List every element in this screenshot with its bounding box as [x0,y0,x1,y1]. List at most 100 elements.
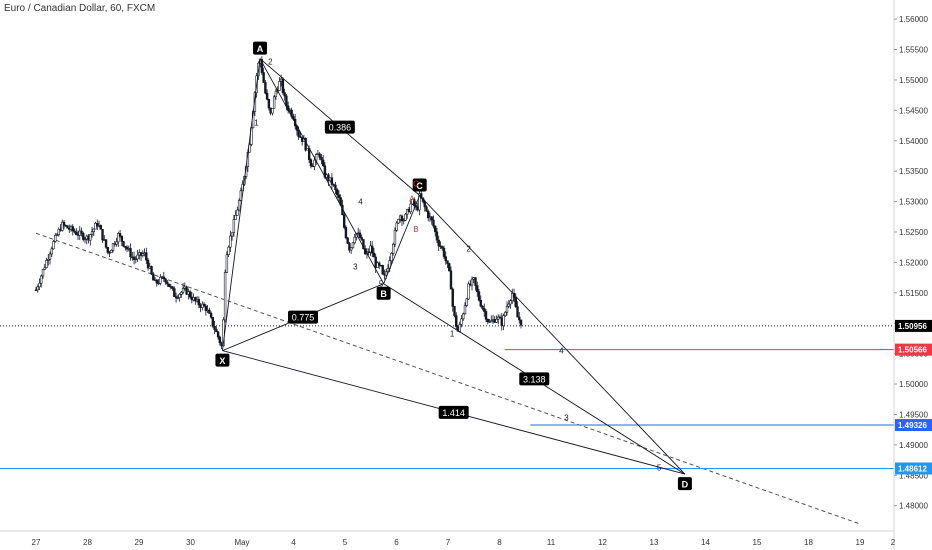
candle-body [413,199,416,206]
wave-label: C [413,179,419,188]
candle-body [122,241,125,247]
candle-body [180,291,183,295]
candle-body [178,294,181,298]
candle-body [204,305,208,311]
candle-body [390,253,393,262]
candle-body [374,256,377,268]
candle-body [453,306,456,316]
time-tick-label: 29 [135,538,144,547]
price-tick-label: 1.52000 [899,258,928,267]
candle-body [455,315,458,327]
candle-body [381,265,384,275]
candle-body [262,72,265,83]
candle-body [202,303,206,307]
candle-body [362,239,365,250]
candle-body [495,318,498,323]
candle-body [470,278,474,286]
candle-body [181,288,185,293]
candle-body [344,227,348,239]
candle-body [346,237,349,244]
candle-body [467,283,470,300]
pattern-leg-BC [383,195,421,284]
candle-body [215,329,218,333]
candle-body [377,262,381,266]
candle-body [54,235,57,242]
wave-label: 4 [358,198,363,207]
candle-body [164,278,167,283]
price-level-tag-label: 1.49326 [898,421,927,430]
candle-body [481,305,484,309]
labels-layer: 1 2 3 4 5 A B C 2 1 4 3 5 [254,58,662,473]
pivot-label: B [380,289,387,299]
candle-body [309,159,313,167]
candle-body [218,336,222,344]
price-level-tag-label: 1.50956 [898,322,927,331]
candle-body [159,276,162,284]
candle-body [155,279,159,284]
candle-body [502,315,505,327]
candle-body [141,253,145,256]
candle-body [518,316,521,321]
candle-body [458,324,461,332]
candle-body [136,254,139,260]
candle-body [166,281,169,285]
candle-body [211,317,215,327]
candle-body [118,233,122,237]
candle-body [442,247,446,257]
candle-body [434,225,437,233]
candle-body [335,189,339,196]
candle-body [213,325,216,330]
candle-body [36,286,39,291]
candle-body [507,303,510,307]
candle-body [209,313,213,318]
candle-body [425,206,428,212]
pivot-label-bg [253,41,268,55]
pivot-label: D [682,480,689,490]
ratio-label-bg [288,310,319,324]
candle-body [82,233,85,240]
candle-body [264,82,267,94]
candle-body [188,291,192,298]
candle-body [236,209,239,216]
price-level-tag-label: 1.50566 [898,346,927,355]
time-tick-label: 12 [598,538,607,547]
candle-body [271,107,274,114]
time-tick-label: 6 [394,538,399,547]
dashed-trendline [35,232,861,525]
candle-body [115,241,118,245]
price-tick-label: 1.56000 [899,15,928,24]
price-tick-label: 1.55000 [899,76,928,85]
time-tick-label: 30 [186,538,195,547]
wave-label: 3 [564,414,569,423]
candle-body [227,246,230,255]
trendline-layer [35,232,861,525]
chart-title: Euro / Canadian Dollar, 60, FXCM [4,3,156,14]
candle-body [237,200,241,211]
time-tick-label: 5 [343,538,348,547]
candle-body [490,320,493,323]
wave-label: B [413,225,418,234]
candle-body [320,157,323,161]
candle-body [358,232,362,238]
candle-body [360,237,363,240]
candle-body [318,153,321,158]
pivot-label: X [219,356,225,366]
price-level-tag [895,419,932,432]
price-level-tag [895,319,932,332]
candle-body [477,291,481,301]
candle-body [367,251,370,253]
candle-body [437,239,440,247]
pattern-leg-XA [221,58,261,351]
wave-label: 4 [559,347,564,356]
candle-body [348,243,351,251]
wave-label: 3 [353,263,358,272]
candle-body [504,311,507,317]
candle-body [71,226,74,232]
candle-body [370,245,374,254]
pivot-label-bg [215,353,230,367]
candle-body [465,298,468,306]
pivot-label-bg [376,286,391,300]
candle-body [483,308,486,312]
candle-body [267,99,271,109]
